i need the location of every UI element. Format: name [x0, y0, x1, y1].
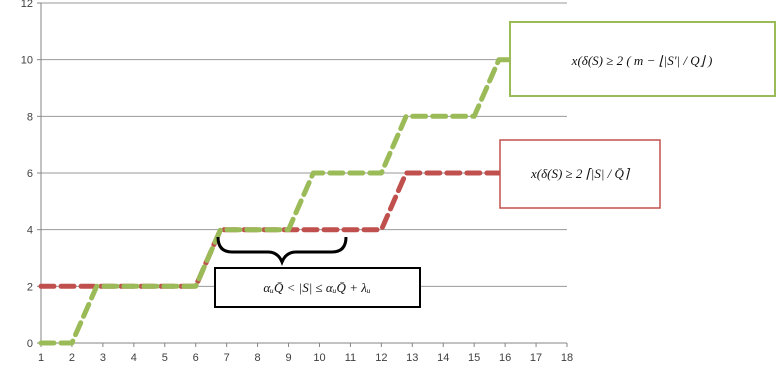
x-tick-label-3: 3	[100, 352, 106, 364]
curly-brace	[216, 236, 348, 267]
y-tick-label-6: 6	[27, 168, 33, 180]
gridlines	[41, 2, 567, 287]
y-tick-label-8: 8	[27, 111, 33, 123]
x-tick-label-15: 15	[468, 352, 480, 364]
green-annotation-box: x(δ(S) ≥ 2 ( m − ⌊|S′| / Q⌋ )	[509, 21, 776, 97]
y-tick-labels: 0 2 4 6 8 10 12	[21, 0, 33, 350]
x-tick-label-6: 6	[193, 352, 199, 364]
x-tick-label-7: 7	[224, 352, 230, 364]
x-tick-label-8: 8	[255, 352, 261, 364]
y-tick-label-0: 0	[27, 338, 33, 350]
series-line-2	[38, 57, 514, 346]
x-tick-label-11: 11	[345, 352, 356, 364]
y-tick-label-4: 4	[27, 225, 33, 237]
x-tick-label-16: 16	[499, 352, 511, 364]
x-tick-label-14: 14	[437, 352, 449, 364]
red-annotation-box: x(δ(S) ≥ 2 ⌈|S| / Q̄⌉	[499, 139, 661, 209]
brace-annotation-text: αᵤQ̄ < |S| ≤ αᵤQ̄ + λᵤ	[263, 280, 370, 295]
x-tick-labels: 1 2 3 4 5 6 7 8 9 10 11 12 13 14 15 16 17 18	[38, 352, 573, 364]
x-tick-label-17: 17	[530, 352, 542, 364]
x-tick-label-13: 13	[406, 352, 418, 364]
x-tick-label-1: 1	[38, 352, 44, 364]
x-tick-label-2: 2	[69, 352, 75, 364]
series-lines	[38, 57, 514, 346]
red-annotation-text: x(δ(S) ≥ 2 ⌈|S| / Q̄⌉	[530, 166, 631, 181]
x-tick-label-18: 18	[561, 352, 573, 364]
green-annotation-text: x(δ(S) ≥ 2 ( m − ⌊|S′| / Q⌋ )	[571, 53, 713, 68]
x-tick-label-9: 9	[285, 352, 291, 364]
x-tick-label-4: 4	[131, 352, 137, 364]
y-tick-label-2: 2	[27, 281, 33, 293]
brace-annotation-box: αᵤQ̄ < |S| ≤ αᵤQ̄ + λᵤ	[214, 267, 421, 308]
y-tick-label-12: 12	[21, 0, 33, 10]
x-tick-label-12: 12	[375, 352, 387, 364]
x-tick-label-10: 10	[313, 352, 325, 364]
x-tick-label-5: 5	[162, 352, 168, 364]
y-tick-label-10: 10	[21, 55, 33, 67]
